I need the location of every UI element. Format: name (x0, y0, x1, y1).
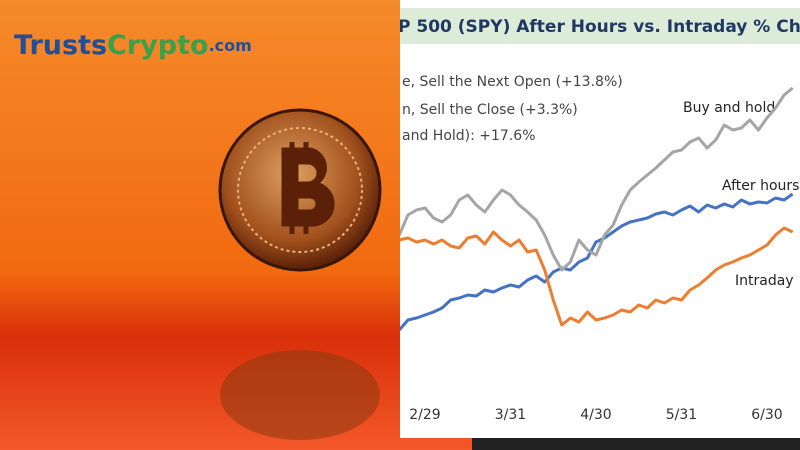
logo-part: Trusts (14, 30, 107, 61)
annotation: Buy and hold (683, 100, 775, 116)
legend-text: and Hold): +17.6% (402, 128, 536, 144)
logo-part: Crypto (107, 30, 209, 61)
annotation: Intraday (735, 273, 794, 289)
series-line (400, 226, 794, 327)
chart-title: P 500 (SPY) After Hours vs. Intraday % C… (398, 17, 800, 37)
legend-text: n, Sell the Close (+3.3%) (402, 102, 578, 118)
logo-part: .com (209, 36, 252, 55)
x-tick-label: 5/31 (666, 407, 697, 423)
series-line (400, 192, 794, 331)
title-band (400, 8, 800, 44)
chart: P 500 (SPY) After Hours vs. Intraday % C… (398, 8, 800, 423)
chart-panel (400, 0, 800, 438)
logo[interactable]: TrustsCrypto.com (14, 30, 252, 61)
x-tick-label: 3/31 (495, 407, 526, 423)
annotation: After hours (722, 178, 799, 194)
x-tick-label: 4/30 (580, 407, 611, 423)
series-line (400, 86, 794, 272)
x-tick-label: 6/30 (751, 407, 782, 423)
coin-reflection (220, 350, 380, 440)
legend-text: e, Sell the Next Open (+13.8%) (402, 74, 623, 90)
x-tick-label: 2/29 (409, 407, 440, 423)
bitcoin-coin (218, 108, 382, 272)
